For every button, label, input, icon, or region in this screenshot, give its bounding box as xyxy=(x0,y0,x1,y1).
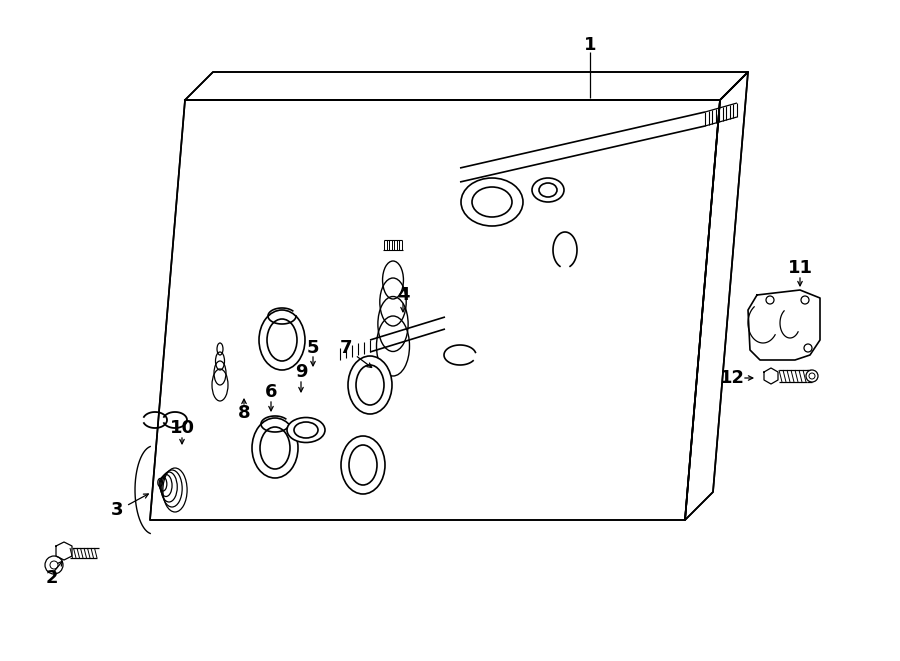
Ellipse shape xyxy=(461,178,523,226)
Polygon shape xyxy=(56,542,72,560)
Ellipse shape xyxy=(252,418,298,478)
Text: 5: 5 xyxy=(307,339,320,357)
Ellipse shape xyxy=(45,556,63,574)
Text: 4: 4 xyxy=(397,286,410,304)
Text: 11: 11 xyxy=(788,259,813,277)
Polygon shape xyxy=(685,72,748,520)
Ellipse shape xyxy=(532,178,564,202)
Polygon shape xyxy=(150,100,720,520)
Text: 12: 12 xyxy=(719,369,744,387)
Polygon shape xyxy=(748,290,820,360)
Ellipse shape xyxy=(287,418,325,442)
Text: 3: 3 xyxy=(111,501,123,519)
Text: 7: 7 xyxy=(340,339,352,357)
Ellipse shape xyxy=(806,370,818,382)
Polygon shape xyxy=(185,72,748,100)
Text: 9: 9 xyxy=(295,363,307,381)
Polygon shape xyxy=(764,368,778,384)
Ellipse shape xyxy=(259,310,305,370)
Text: 2: 2 xyxy=(46,569,58,587)
Text: 6: 6 xyxy=(265,383,277,401)
Ellipse shape xyxy=(348,356,392,414)
Ellipse shape xyxy=(341,436,385,494)
Text: 1: 1 xyxy=(584,36,596,54)
Text: 8: 8 xyxy=(238,404,250,422)
Text: 10: 10 xyxy=(169,419,194,437)
